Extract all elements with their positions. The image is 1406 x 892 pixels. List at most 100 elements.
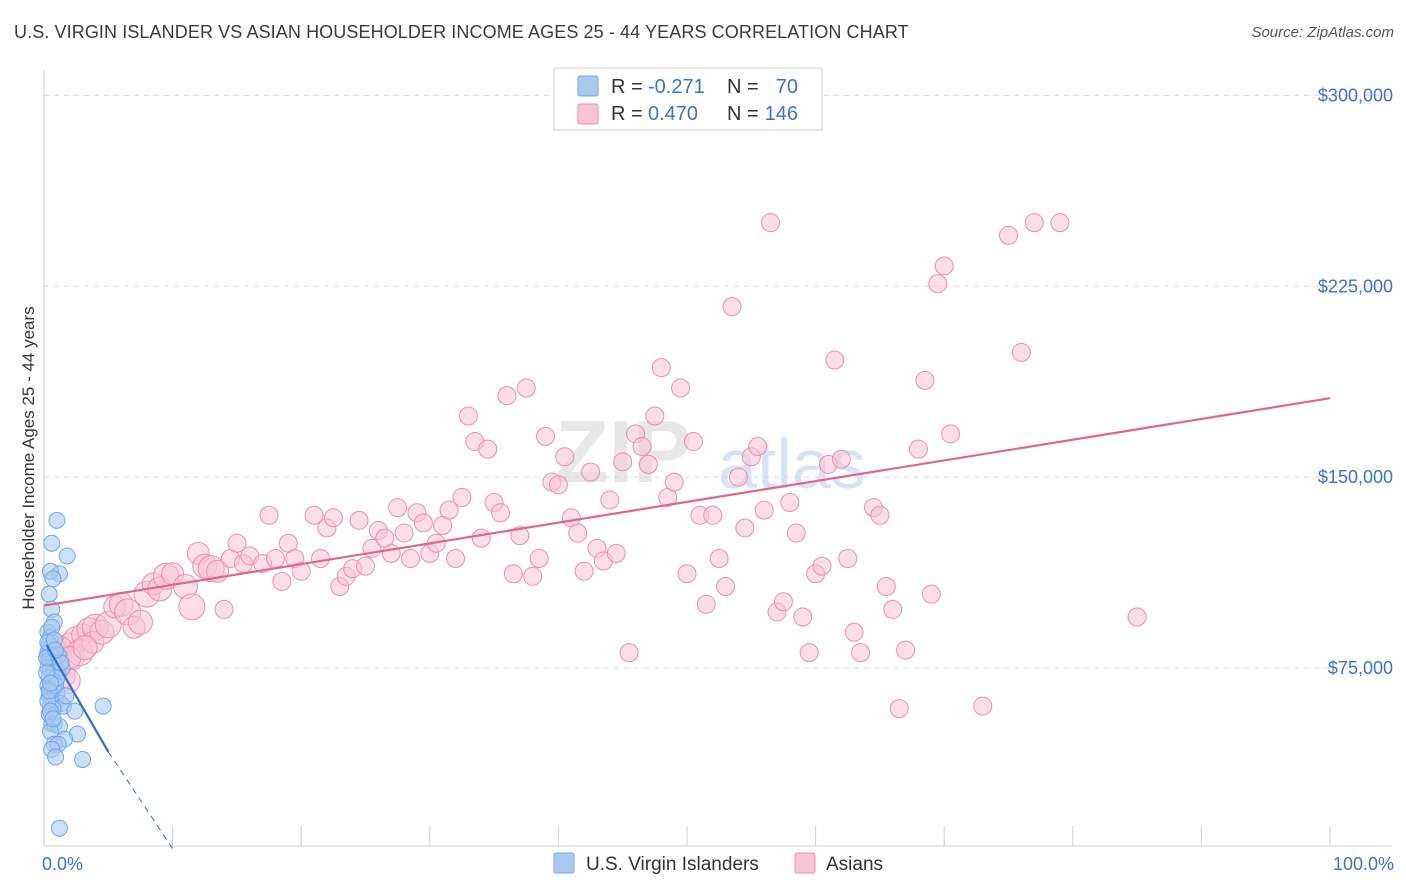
virgin-islanders-point (57, 687, 75, 705)
y-tick-labels: $75,000 $150,000 $225,000 $300,000 (1318, 85, 1393, 677)
asians-point (259, 505, 279, 525)
legend-r-label-1: R = (611, 76, 643, 98)
asians-point (638, 454, 658, 474)
asians-point (812, 556, 832, 576)
asians-trend-line (43, 397, 1331, 607)
asians-point (645, 406, 665, 426)
asians-point (581, 462, 601, 482)
x-tick-label-min: 0.0% (42, 854, 83, 874)
asians-point (523, 566, 543, 586)
asians-point (1050, 213, 1070, 233)
asians-point (851, 643, 871, 663)
asians-point (793, 607, 813, 627)
asians-point (613, 452, 633, 472)
asians-point (349, 510, 369, 530)
asians-point (291, 561, 311, 581)
virgin-islanders-point (41, 674, 59, 692)
asians-point (838, 548, 858, 568)
asians-point (735, 518, 755, 538)
asians-point (323, 508, 343, 528)
asians-point (786, 523, 806, 543)
virgin-islanders-trend-extension (107, 751, 174, 849)
virgin-islanders-point (44, 710, 62, 728)
trend-lines (43, 397, 1331, 849)
asians-point (619, 643, 639, 663)
asians-point (664, 472, 684, 492)
asians-point (548, 475, 568, 495)
asians-point (773, 592, 793, 612)
asians-point (748, 437, 768, 457)
legend-n-label-2: N = (727, 103, 759, 125)
asians-point (265, 548, 285, 568)
legend-r-value-2: 0.470 (648, 103, 698, 125)
stats-legend: R = -0.271 N = 70 R = 0.470 N = 146 (553, 67, 823, 131)
virgin-islanders-point (40, 585, 58, 603)
virgin-islanders-point (47, 748, 65, 766)
asians-point (973, 696, 993, 716)
asians-point (754, 500, 774, 520)
series-legend-swatch-blue (553, 852, 575, 874)
asians-point (761, 213, 781, 233)
asians-point (568, 523, 588, 543)
legend-n-value-2: 146 (765, 103, 798, 125)
asians-point (722, 297, 742, 317)
asians-point (934, 256, 954, 276)
virgin-islanders-point (48, 511, 66, 529)
asians-point (310, 548, 330, 568)
asians-point (510, 526, 530, 546)
asians-point (178, 593, 206, 621)
legend-n-label-1: N = (727, 76, 759, 98)
asians-point (536, 426, 556, 446)
series-legend-swatch-pink (794, 852, 816, 874)
asians-point (709, 548, 729, 568)
legend-swatch-blue (577, 75, 599, 97)
asians-point (452, 487, 472, 507)
asians-point (227, 533, 247, 553)
asians-point (272, 571, 292, 591)
virgin-islanders-point (58, 547, 76, 565)
asians-point (304, 505, 324, 525)
asians-point (915, 370, 935, 390)
legend-r-value-1: -0.271 (648, 76, 705, 98)
virgin-islanders-trend-line (45, 644, 110, 753)
asians-point (825, 350, 845, 370)
legend-n-value-1: 70 (776, 76, 798, 98)
asians-point (831, 449, 851, 469)
asians-point (703, 505, 723, 525)
y-tick-label: $75,000 (1328, 658, 1393, 678)
virgin-islanders-point (50, 819, 68, 837)
asians-point (1127, 607, 1147, 627)
chart-title: U.S. VIRGIN ISLANDER VS ASIAN HOUSEHOLDE… (14, 22, 909, 42)
asians-point (683, 431, 703, 451)
asians-point (516, 378, 536, 398)
virgin-islanders-point (43, 534, 61, 552)
asians-point (780, 493, 800, 513)
asians-point (600, 490, 620, 510)
asians-point (677, 564, 697, 584)
asians-point (458, 406, 478, 426)
asians-point (439, 500, 459, 520)
asians-point (632, 437, 652, 457)
asians-point (555, 447, 575, 467)
source-label: Source: ZipAtlas.com (1251, 24, 1394, 41)
asians-point (1011, 342, 1031, 362)
asians-point (999, 225, 1018, 245)
asians-point (471, 528, 491, 548)
y-tick-label: $150,000 (1318, 467, 1393, 487)
asians-point (529, 548, 549, 568)
asians-point (127, 609, 153, 635)
series-legend-label-2: Asians (826, 854, 883, 875)
asians-point (401, 548, 421, 568)
asians-point (413, 513, 433, 533)
y-tick-label: $225,000 (1318, 276, 1393, 296)
asians-point (908, 439, 928, 459)
asians-point (799, 643, 819, 663)
asians-point (214, 599, 234, 619)
asians-point (1024, 213, 1044, 233)
asians-point (728, 467, 748, 487)
asians-points (38, 213, 1147, 719)
asians-point (574, 561, 594, 581)
asians-point (941, 424, 961, 444)
asians-point (921, 584, 941, 604)
